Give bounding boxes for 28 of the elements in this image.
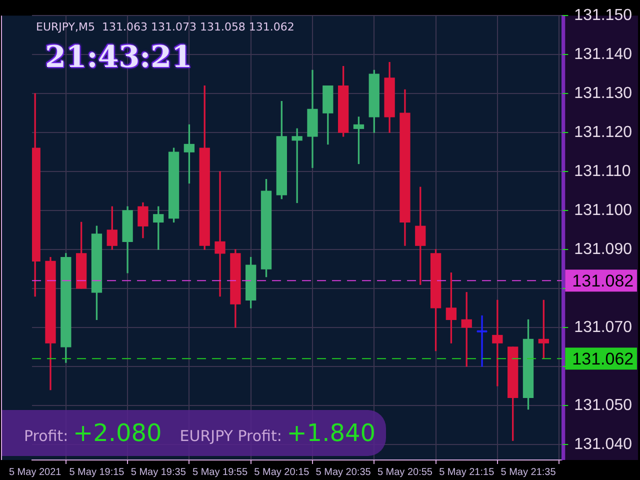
profit-panel: Profit: +2.080 EURJPY Profit: +1.840 — [2, 410, 386, 456]
x-tick-label: 5 May 19:35 — [130, 466, 186, 478]
x-tick-label: 5 May 20:35 — [316, 466, 372, 478]
x-tick-label: 5 May 20:55 — [377, 466, 433, 478]
y-tick-label: 131.050 — [574, 396, 632, 414]
y-tick-label: 131.090 — [574, 240, 632, 258]
ref-line-label: 131.082 — [572, 271, 634, 290]
y-tick-label: 131.100 — [574, 202, 632, 219]
text: EURJPY,M5 131.063 131.073 131.058 131.062 — [36, 20, 294, 34]
y-tick-label: 131.120 — [574, 124, 632, 141]
annotation: EURJPY Profit: +1.840 — [180, 419, 376, 447]
x-tick-label: 5 May 21:15 — [439, 466, 495, 478]
ref-line-label: 131.062 — [572, 349, 634, 368]
x-tick-label: 5 May 19:15 — [69, 466, 125, 478]
y-tick-label: 131.070 — [574, 318, 632, 336]
annotation: Profit: +2.080 — [24, 419, 162, 447]
candlestick — [214, 171, 226, 297]
y-tick-label: 131.040 — [574, 436, 632, 453]
y-tick-label: 131.150 — [574, 7, 632, 24]
x-tick-label: 5 May 19:55 — [192, 466, 248, 478]
annotation: 21:43:21 — [45, 40, 192, 75]
y-tick-label: 131.140 — [574, 46, 632, 63]
x-tick-label: 5 May 21:35 — [500, 466, 556, 478]
x-tick-label: 5 May 20:15 — [254, 466, 310, 478]
x-tick-label: 5 May 2021 — [8, 466, 62, 478]
candlestick — [492, 300, 503, 386]
y-tick-label: 131.110 — [574, 162, 631, 180]
y-tick-label: 131.130 — [574, 84, 632, 102]
